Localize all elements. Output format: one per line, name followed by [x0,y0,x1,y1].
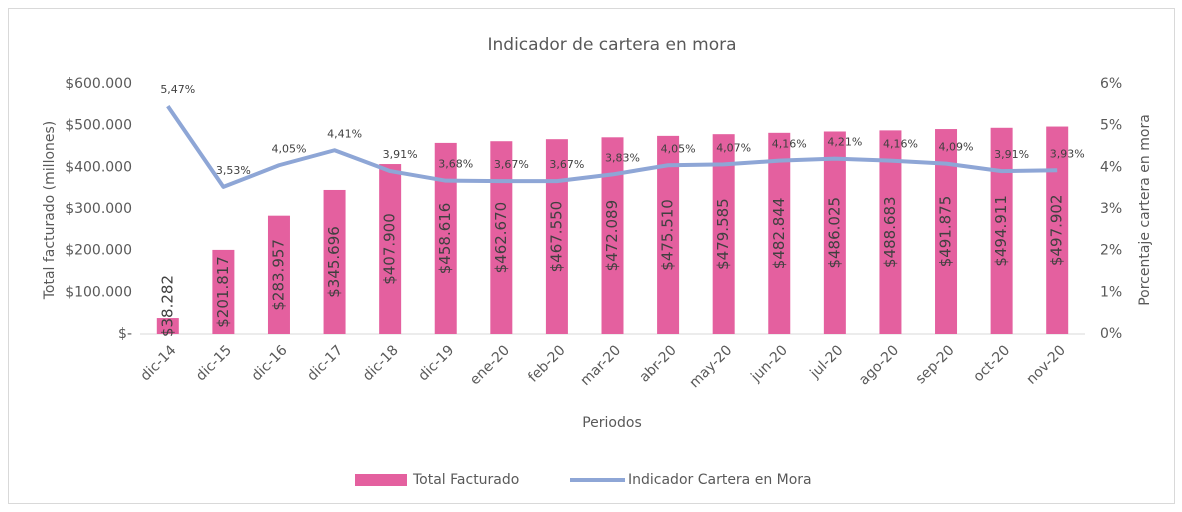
bar-value-label: $462.670 [492,202,510,274]
chart-title: Indicador de cartera en mora [488,35,737,55]
y2-tick-label: 0% [1100,326,1122,342]
bar-value-label: $494.911 [992,195,1010,267]
line-value-label: 4,16% [883,138,918,151]
bar-value-label: $201.817 [214,256,232,328]
legend-label: Total Facturado [412,472,519,488]
line-value-label: 3,53% [216,164,251,177]
y2-tick-label: 3% [1100,201,1122,217]
bar-value-label: $407.900 [381,213,399,285]
bar-value-label: $497.902 [1048,194,1066,266]
x-axis-label: Periodos [582,415,642,431]
line-value-label: 3,91% [994,148,1029,161]
bar [935,129,958,334]
y2-tick-label: 4% [1100,159,1122,175]
line-value-label: 3,83% [605,151,640,164]
y-tick-label: $500.000 [65,118,132,134]
line-value-label: 4,41% [327,127,362,140]
bar [156,318,179,334]
y-tick-label: $100.000 [65,284,132,300]
bar [990,127,1013,335]
bar [601,137,624,334]
bar [545,139,568,334]
bar-value-label: $283.957 [269,239,287,311]
bar [434,142,457,334]
line-value-label: 4,07% [716,141,751,154]
bar-value-label: $479.585 [714,198,732,270]
legend-label: Indicador Cartera en Mora [628,472,812,488]
y-tick-label: $400.000 [65,159,132,175]
line-value-label: 4,05% [661,142,696,155]
y-tick-label: $600.000 [65,76,132,92]
bar-value-label: $486.025 [825,197,843,269]
line [166,104,1058,189]
bar-value-label: $482.844 [770,198,788,270]
y-axis-label: Total facturado (millones) [42,121,58,301]
legend-swatch [355,474,407,486]
chart-border [8,8,1175,504]
bar [379,164,402,334]
bar [823,131,846,334]
bar-value-label: $472.089 [603,200,621,272]
y2-tick-label: 5% [1100,118,1122,134]
y-tick-label: $200.000 [65,243,132,259]
bar-value-label: $475.510 [659,199,677,271]
line-value-label: 3,67% [494,158,529,171]
line-value-label: 5,47% [160,83,195,96]
bar-value-label: $491.875 [937,196,955,268]
bar [1046,126,1069,334]
bar [879,130,902,334]
bar-value-label: $38.282 [158,275,176,337]
bar [267,215,290,334]
y2-tick-label: 6% [1100,76,1122,92]
line-value-label: 3,68% [438,158,473,171]
bar [657,135,680,334]
bar [212,249,235,334]
line-value-label: 3,93% [1050,147,1085,160]
bar-value-label: $458.616 [436,203,454,275]
line-value-label: 3,91% [383,148,418,161]
y2-axis-label: Porcentaje cartera en mora [1137,114,1153,306]
line-value-label: 4,21% [827,136,862,149]
line-value-label: 3,67% [549,158,584,171]
bar-value-label: $467.550 [547,201,565,273]
bar-value-label: $345.696 [325,226,343,298]
bar [323,189,346,334]
bar [768,132,791,334]
y2-tick-label: 2% [1100,243,1122,259]
bar [490,141,513,334]
y-tick-label: $300.000 [65,201,132,217]
line-value-label: 4,16% [772,138,807,151]
bar-value-label: $488.683 [881,196,899,268]
y-tick-label: $- [118,326,132,342]
line-value-label: 4,09% [939,141,974,154]
y2-tick-label: 1% [1100,284,1122,300]
bar [712,134,735,334]
line-value-label: 4,05% [271,142,306,155]
